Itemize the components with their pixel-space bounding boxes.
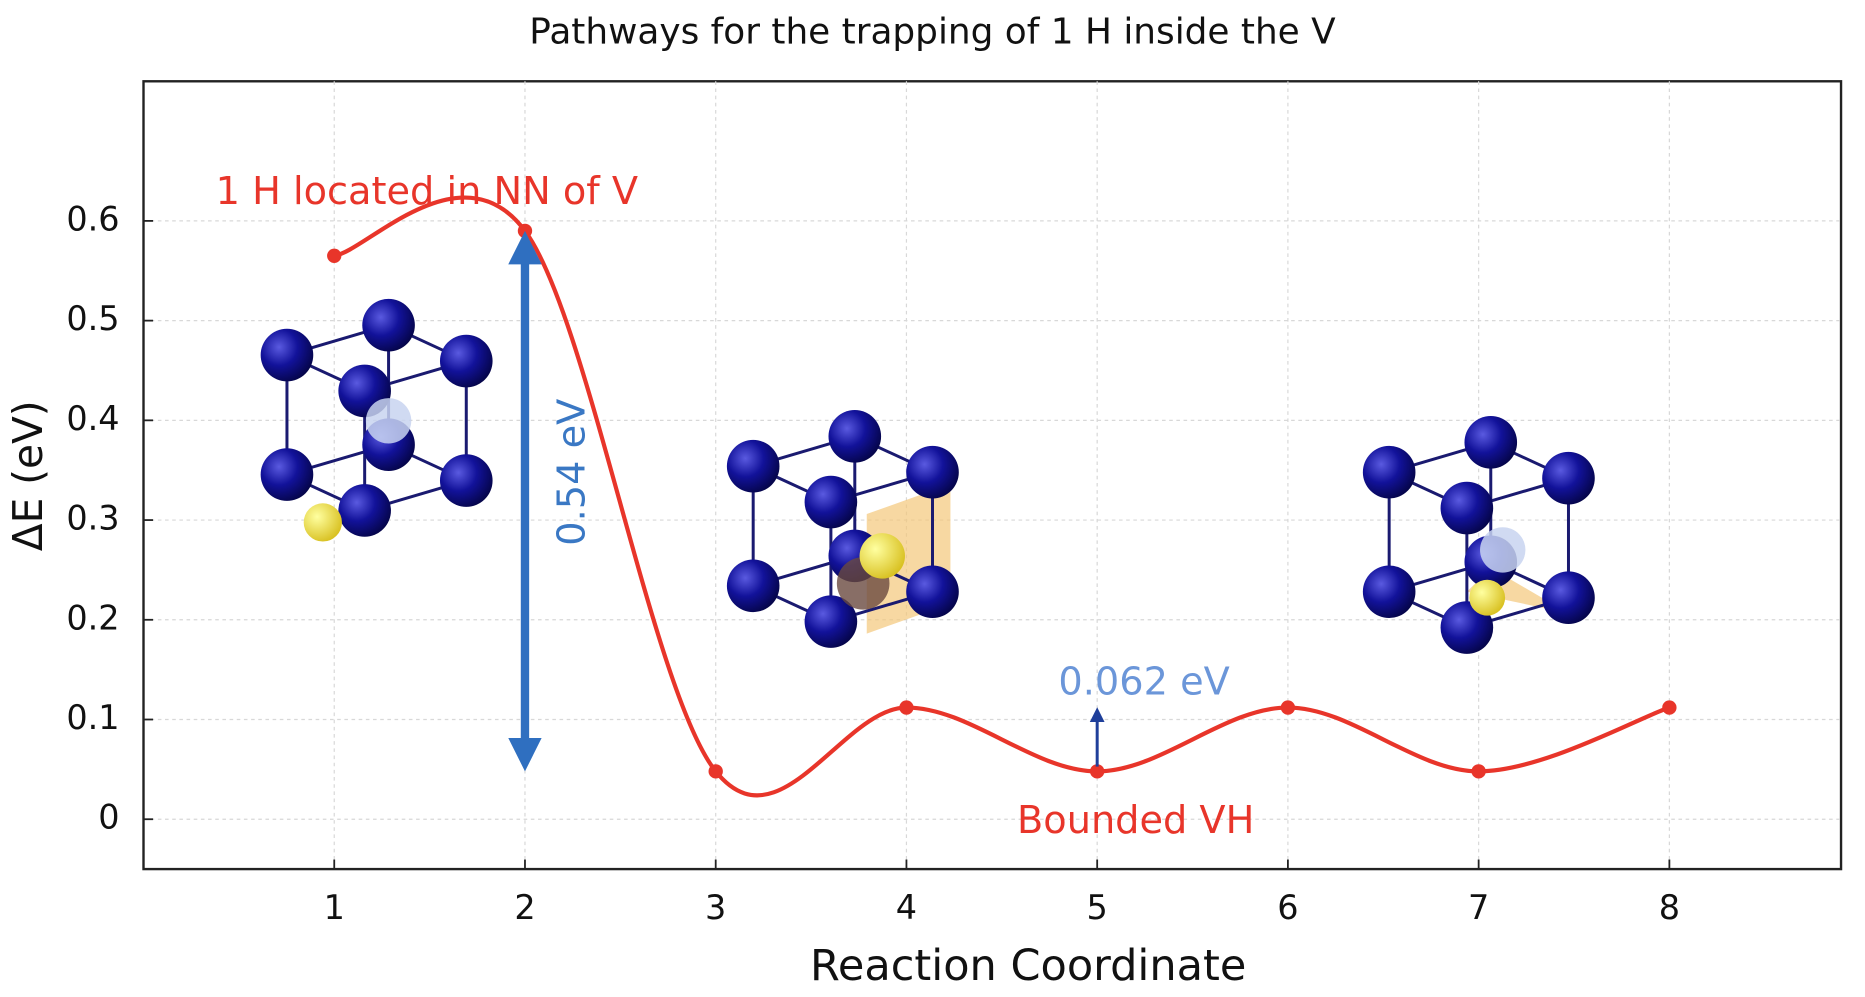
y-tick-label: 0.2 [66, 598, 119, 637]
x-tick-label: 2 [514, 888, 535, 927]
y-tick-label: 0.6 [66, 199, 119, 238]
point [1090, 764, 1105, 779]
point [899, 700, 914, 715]
x-tick-label: 6 [1277, 888, 1298, 927]
plot-frame [142, 80, 1843, 871]
point [327, 248, 342, 263]
annotation: Bounded VH [1017, 798, 1254, 843]
y-tick-label: 0.3 [66, 499, 119, 538]
annotation: 0.062 eV [1058, 659, 1229, 704]
point [1471, 764, 1486, 779]
x-tick-label: 3 [705, 888, 726, 927]
x-tick-label: 7 [1468, 888, 1489, 927]
annotation: 0.54 eV [549, 399, 594, 546]
x-tick-label: 8 [1659, 888, 1680, 927]
crystal-illustrations [259, 297, 1597, 656]
x-tick-label: 4 [896, 888, 917, 927]
chart-title: Pathways for the trapping of 1 H inside … [529, 11, 1336, 52]
x-axis-label: Reaction Coordinate [810, 941, 1246, 991]
y-tick-label: 0.1 [66, 698, 119, 737]
y-tick-label: 0 [98, 798, 119, 837]
point [517, 223, 533, 239]
y-tick-label: 0.4 [66, 399, 119, 438]
y-tick-label: 0.5 [66, 299, 119, 338]
point [1280, 700, 1296, 715]
x-tick-label: 1 [324, 888, 345, 927]
x-tick-label: 5 [1087, 888, 1108, 927]
point [1662, 700, 1677, 715]
point [708, 764, 723, 779]
y-axis-label: ΔE (eV) [4, 400, 52, 551]
